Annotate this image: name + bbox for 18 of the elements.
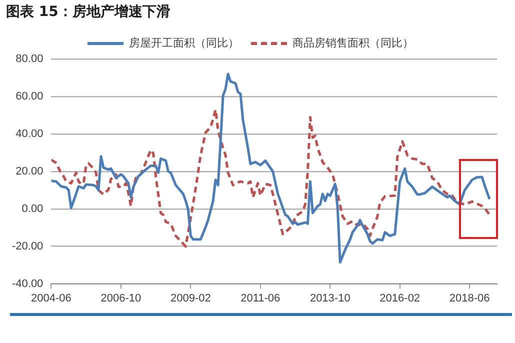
x-tick-label: 2018-06 xyxy=(449,292,490,304)
x-tick-label: 2013-10 xyxy=(310,292,350,304)
legend-label: 商品房销售面积（同比） xyxy=(292,36,414,50)
y-tick-label: 20.00 xyxy=(16,165,44,178)
legend-label: 房屋开工面积（同比） xyxy=(129,36,239,50)
chart-title: 图表 15：房地产增速下滑 xyxy=(6,3,170,21)
x-tick-label: 2016-02 xyxy=(380,292,420,304)
y-tick-label: -20.00 xyxy=(12,240,44,252)
x-tick-label: 2011-06 xyxy=(240,292,280,304)
y-tick-label: 60.00 xyxy=(16,90,44,102)
y-tick-label: 80.00 xyxy=(16,53,44,66)
x-tick-label: 2006-10 xyxy=(100,292,142,304)
y-tick-label: 0.00 xyxy=(22,202,44,215)
x-tick-label: 2009-02 xyxy=(170,292,211,304)
x-tick-label: 2004-06 xyxy=(31,292,72,304)
y-tick-label: -40.00 xyxy=(12,278,44,290)
y-tick-label: 40.00 xyxy=(16,128,44,140)
line-series xyxy=(51,108,491,248)
